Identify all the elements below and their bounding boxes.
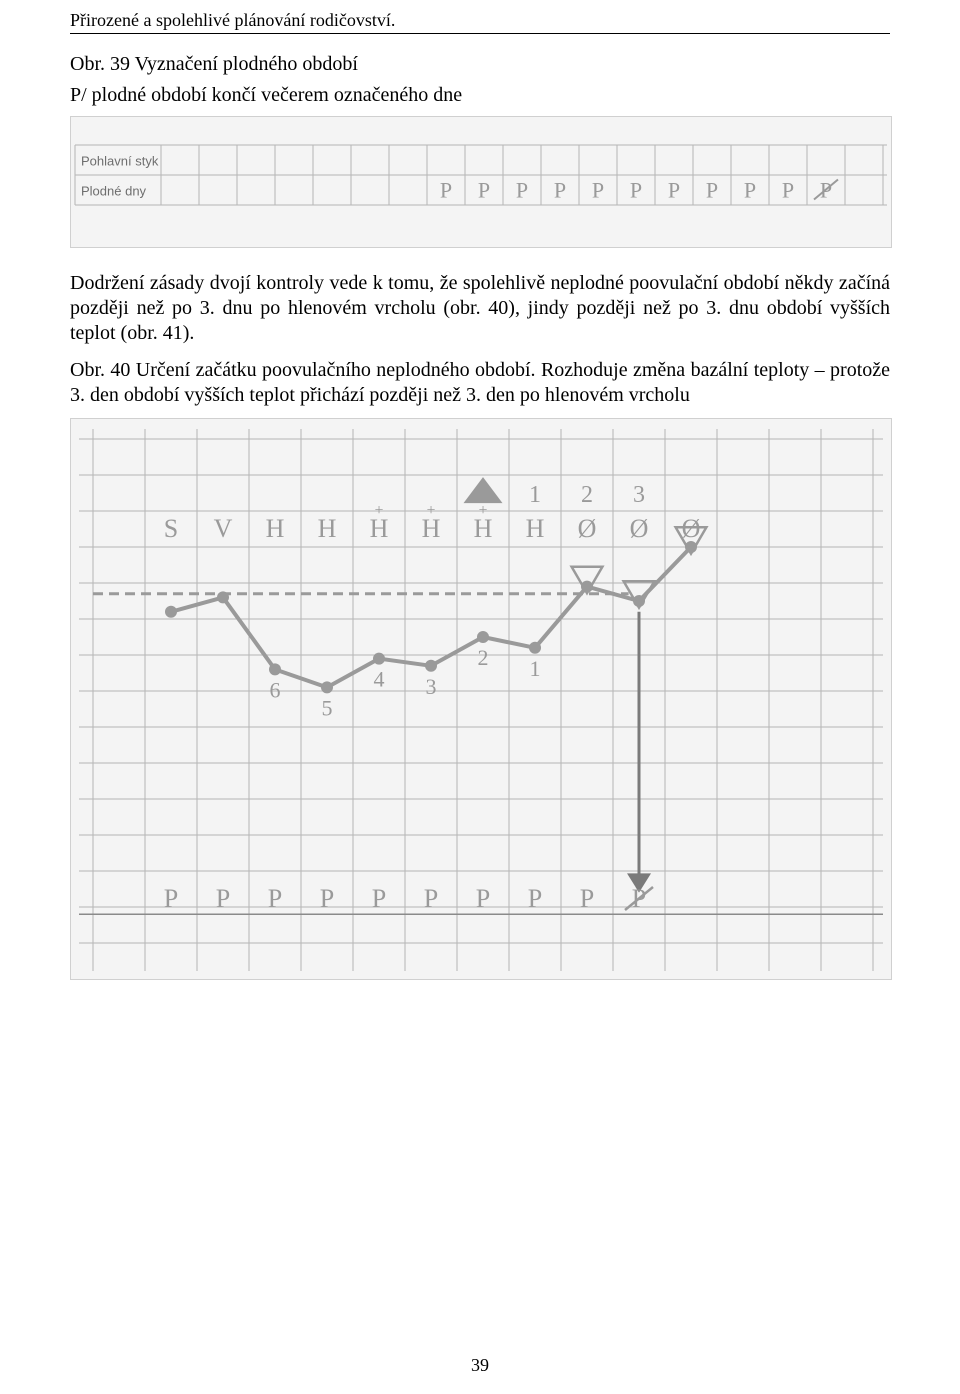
svg-text:+: +: [479, 502, 488, 519]
svg-text:P: P: [630, 178, 642, 203]
svg-text:V: V: [214, 514, 233, 543]
svg-text:4: 4: [374, 667, 385, 692]
figure-39-plodne-dny: Pohlavní stykPlodné dnyPPPPPPPPPPP: [70, 116, 892, 248]
svg-text:P: P: [320, 884, 334, 913]
svg-text:H: H: [266, 514, 285, 543]
svg-text:P: P: [216, 884, 230, 913]
svg-text:+: +: [375, 502, 384, 519]
svg-text:P: P: [592, 178, 604, 203]
svg-text:P: P: [706, 178, 718, 203]
svg-text:P: P: [478, 178, 490, 203]
svg-text:Plodné dny: Plodné dny: [81, 183, 147, 198]
body-paragraph: Dodržení zásady dvojí kontroly vede k to…: [70, 271, 890, 346]
caption-39-line2: P/ plodné období končí večerem označenéh…: [70, 83, 890, 108]
caption-40: Obr. 40 Určení začátku poovulačního nepl…: [70, 358, 890, 408]
svg-text:P: P: [528, 884, 542, 913]
svg-text:P: P: [424, 884, 438, 913]
svg-text:1: 1: [530, 656, 541, 681]
svg-text:P: P: [164, 884, 178, 913]
svg-text:P: P: [476, 884, 490, 913]
svg-text:Ø: Ø: [578, 514, 597, 543]
svg-text:+: +: [427, 502, 436, 519]
svg-text:3: 3: [633, 482, 645, 508]
svg-text:2: 2: [581, 482, 593, 508]
svg-text:6: 6: [270, 677, 281, 702]
svg-text:3: 3: [426, 674, 437, 699]
svg-text:P: P: [580, 884, 594, 913]
svg-text:P: P: [744, 178, 756, 203]
svg-text:P: P: [668, 178, 680, 203]
svg-text:P: P: [268, 884, 282, 913]
svg-text:P: P: [554, 178, 566, 203]
svg-text:H: H: [318, 514, 337, 543]
svg-text:S: S: [164, 514, 178, 543]
caption-39-line1: Obr. 39 Vyznačení plodného období: [70, 52, 890, 77]
svg-text:5: 5: [322, 695, 333, 720]
svg-text:1: 1: [529, 482, 541, 508]
svg-text:2: 2: [478, 645, 489, 670]
page-header: Přirozené a spolehlivé plánování rodičov…: [70, 10, 890, 34]
svg-text:H: H: [526, 514, 545, 543]
svg-text:P: P: [440, 178, 452, 203]
svg-text:P: P: [516, 178, 528, 203]
page-number: 39: [0, 1355, 960, 1376]
figure-40-chart: SVHHH+H+H+HØØØ123654321PPPPPPPPPP: [70, 418, 892, 980]
svg-text:Pohlavní styk: Pohlavní styk: [81, 153, 159, 168]
svg-text:P: P: [372, 884, 386, 913]
svg-text:P: P: [782, 178, 794, 203]
svg-text:Ø: Ø: [630, 514, 649, 543]
page: Přirozené a spolehlivé plánování rodičov…: [0, 0, 960, 1394]
